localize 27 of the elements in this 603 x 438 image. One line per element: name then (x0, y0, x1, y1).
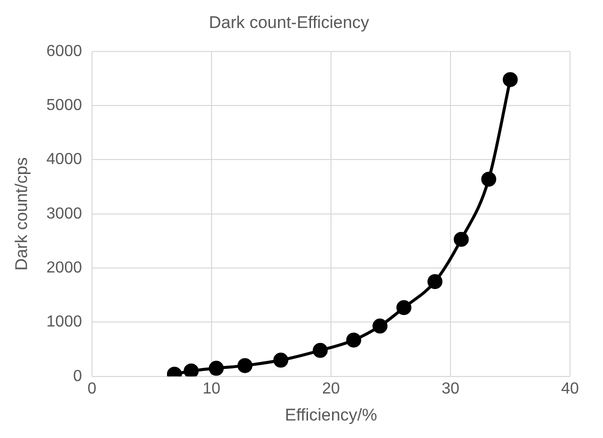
x-tick-label: 10 (202, 380, 220, 398)
y-tick-label: 4000 (46, 151, 82, 168)
y-tick-label: 6000 (46, 42, 82, 60)
x-tick-label: 40 (561, 380, 579, 398)
point (312, 342, 328, 358)
y-tick-label: 2000 (46, 259, 82, 276)
point (208, 360, 224, 376)
x-tick-label: 20 (322, 380, 340, 398)
x-tick-label: 0 (88, 380, 97, 398)
point (454, 232, 469, 247)
point (237, 358, 252, 374)
point (502, 72, 518, 88)
point (372, 318, 388, 334)
y-tick-label: 0 (73, 368, 82, 385)
y-tick-label: 1000 (46, 314, 82, 331)
point (346, 332, 362, 348)
y-tick-label: 5000 (46, 96, 82, 114)
x-axis-title: Efficiency/% (284, 405, 378, 424)
x-tick-label: 30 (442, 380, 460, 398)
y-tick-label: 3000 (46, 205, 82, 222)
y-axis-title: Dark count/cps (12, 157, 31, 271)
chart-title: Dark count-Efficiency (208, 12, 370, 32)
point (184, 363, 199, 376)
point (427, 274, 442, 290)
point (481, 172, 496, 187)
point (396, 300, 412, 316)
point (273, 352, 288, 368)
